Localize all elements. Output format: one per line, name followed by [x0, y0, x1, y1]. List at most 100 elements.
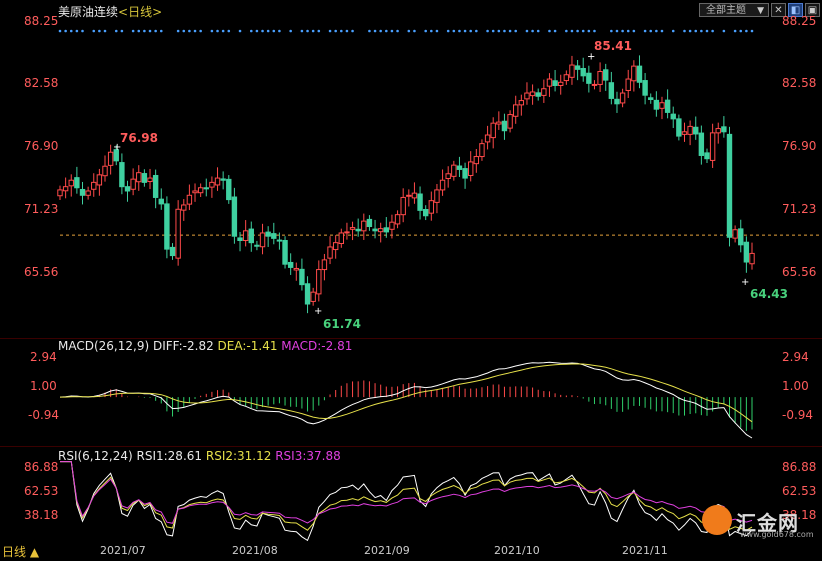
signal-dot — [154, 29, 157, 33]
rsi-legend: RSI(6,12,24) RSI1:28.61 RSI2:31.12 RSI3:… — [58, 449, 341, 463]
candle-body — [541, 88, 547, 96]
signal-dot — [750, 29, 754, 33]
candle-body — [631, 65, 637, 82]
candle-body — [524, 92, 530, 100]
signal-dot — [587, 29, 591, 33]
macd-diff: DIFF:-2.82 — [152, 339, 214, 353]
low-last-marker: + — [741, 277, 749, 288]
price-tick-left: 88.25 — [24, 14, 59, 28]
candle-body — [574, 65, 581, 70]
candle-body — [653, 99, 660, 110]
signal-dot — [593, 29, 596, 33]
candle-body — [237, 237, 243, 242]
price-tick-right: 71.23 — [782, 202, 817, 216]
panel-icon[interactable]: ▣ — [805, 3, 820, 17]
macd-value: MACD:-2.81 — [281, 339, 353, 353]
candle-body — [670, 113, 676, 120]
macd-tick-right: 2.94 — [782, 350, 809, 364]
candle-body — [659, 102, 665, 109]
candle-body — [434, 189, 440, 203]
candle-body — [709, 132, 716, 161]
rsi-tick-right: 86.88 — [782, 460, 817, 474]
rsi3-line — [60, 461, 753, 524]
candle-body — [169, 246, 176, 257]
candle-body — [192, 190, 198, 194]
signal-dot — [227, 29, 231, 33]
candle-body — [383, 227, 390, 233]
candle-body — [119, 162, 125, 188]
signal-dot — [458, 29, 461, 33]
candle-body — [377, 228, 384, 233]
candle-body — [209, 181, 215, 188]
signal-dot — [143, 29, 146, 33]
candle-body — [85, 190, 91, 196]
signal-dot — [137, 29, 141, 33]
signal-dot — [705, 29, 709, 33]
candle-body — [91, 181, 97, 190]
price-tick-left: 76.90 — [24, 139, 59, 153]
signal-dot — [407, 29, 411, 33]
candle-body — [141, 173, 148, 183]
theme-dropdown[interactable]: 全部主题 ▼ — [699, 3, 769, 17]
period-label[interactable]: <日线> — [118, 5, 163, 19]
signal-dot — [649, 29, 653, 33]
signal-dot — [272, 29, 276, 33]
candle-body — [344, 231, 350, 234]
candle-body — [558, 81, 564, 87]
signal-dot — [626, 29, 630, 33]
signal-dot — [300, 29, 304, 33]
signal-dot — [188, 29, 191, 33]
candle-body — [445, 173, 451, 180]
high-left-marker: + — [113, 142, 121, 153]
signal-dot — [536, 29, 540, 33]
signal-dot — [553, 29, 557, 33]
signal-dot — [632, 29, 636, 33]
candle-body — [287, 261, 294, 268]
macd-tick-left: 1.00 — [30, 379, 57, 393]
candle-body — [603, 69, 609, 81]
signal-dot — [486, 29, 489, 33]
x-axis-month: 2021/07 — [100, 544, 146, 557]
candle-body — [479, 143, 485, 158]
candle-body — [79, 188, 86, 196]
signal-dot — [430, 29, 433, 33]
signal-dot — [289, 29, 292, 33]
signal-dot — [255, 29, 259, 33]
price-tick-right: 82.58 — [782, 76, 817, 90]
candle-body — [693, 126, 699, 135]
period-tab[interactable]: 日线 ▲ — [2, 545, 40, 559]
signal-dot — [328, 29, 332, 33]
candle-body — [124, 186, 131, 192]
candle-body — [310, 291, 316, 302]
candle-body — [529, 91, 536, 97]
signal-dot — [531, 29, 534, 33]
macd-dea: DEA:-1.41 — [217, 339, 278, 353]
candle-body — [687, 125, 693, 135]
candle-body — [276, 239, 283, 242]
candle-body — [299, 268, 305, 286]
left-layout-icon[interactable]: ◧ — [788, 3, 803, 17]
candle-body — [304, 283, 311, 305]
signal-dot — [249, 29, 253, 33]
candle-body — [580, 67, 586, 77]
candle-body — [366, 218, 373, 228]
signal-dot — [424, 29, 427, 33]
candle-body — [372, 228, 378, 232]
macd-tick-left: 2.94 — [30, 350, 57, 364]
signal-dot — [306, 29, 309, 33]
close-box-icon[interactable]: ✕ — [771, 3, 786, 17]
rsi-label: RSI(6,12,24) — [58, 449, 133, 463]
candle-body — [231, 196, 238, 237]
candle-body — [293, 267, 299, 271]
candle-body — [74, 177, 80, 189]
signal-dot — [570, 29, 574, 33]
candle-body — [349, 227, 356, 230]
candle-body — [332, 242, 339, 251]
signal-dot — [615, 29, 619, 33]
candle-body — [749, 252, 755, 265]
signal-dot — [373, 29, 377, 33]
candle-body — [636, 65, 643, 83]
candle-body — [102, 165, 108, 177]
candle-body — [147, 177, 153, 183]
